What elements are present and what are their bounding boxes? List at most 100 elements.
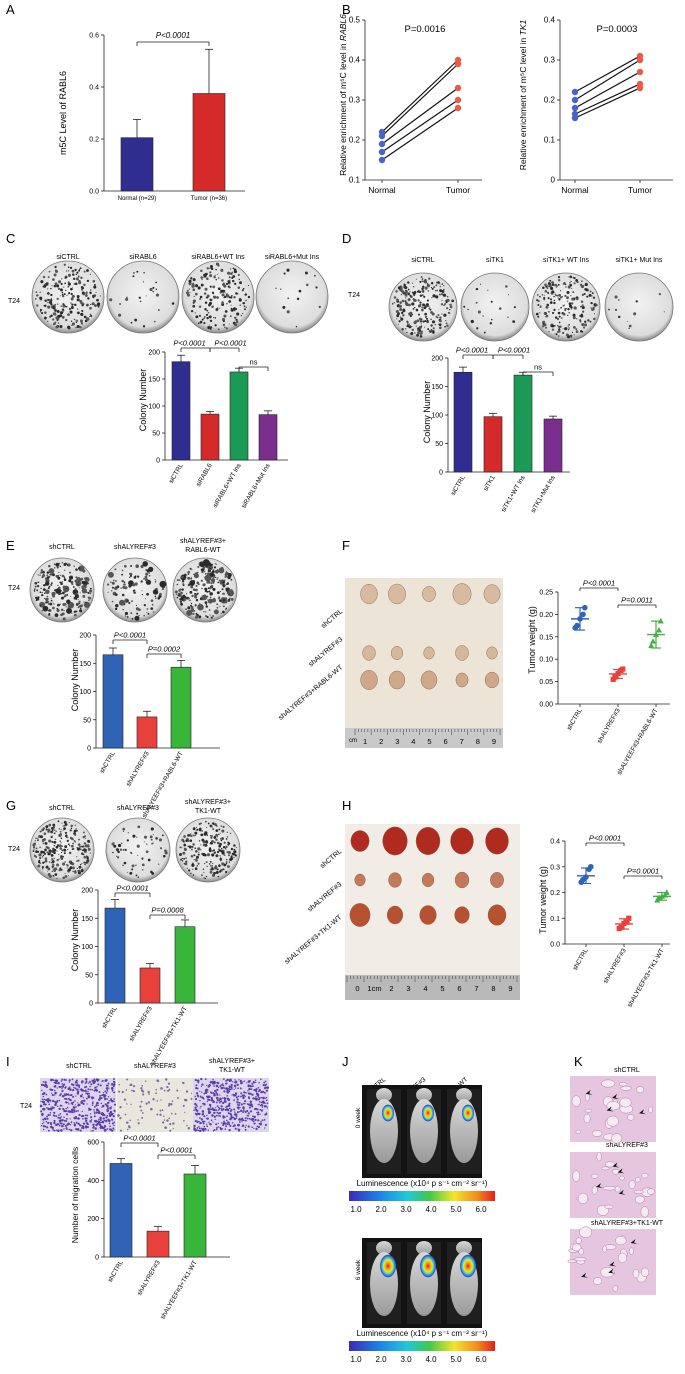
panel-i-cell [260,1096,263,1099]
panel-f-point [648,642,655,649]
panel-i-cell [66,1113,69,1116]
panel-f-ruler-label: 1 [363,737,367,746]
panel-i-cell [257,1126,261,1129]
panel-c-colony [74,303,77,306]
panel-g-colony [193,854,196,857]
panel-i-cell [255,1127,258,1131]
panel-i-cell [210,1119,213,1122]
panel-i-cell [214,1092,216,1095]
panel-g-colony [50,830,53,834]
panel-i-cell [240,1095,242,1098]
panel-i-cell [46,1100,49,1103]
panel-j-lum-label-2: Luminescence (x10⁴ p s⁻¹ cm⁻² sr⁻¹) [357,1329,488,1338]
panel-e-colony [208,582,210,584]
panel-i-cell [219,1084,222,1087]
panel-c-colony [61,291,64,294]
panel-e-colony [180,602,183,606]
panel-c-colony [54,265,57,269]
panel-i-cell [228,1102,231,1105]
panel-i-cell [88,1108,92,1111]
panel-i-cell [260,1103,263,1106]
panel-i-cell [82,1099,84,1102]
panel-i-cell [61,1124,64,1128]
panel-e-colony [146,608,149,610]
panel-e-colony [46,574,49,577]
panel-i-cell [111,1118,114,1121]
panel-g-colony [215,829,219,832]
panel-h-tumor [450,827,474,855]
panel-c-colony [239,281,242,285]
panel-d-colony [584,320,587,323]
panel-i-sig-label: P<0.0001 [123,1134,155,1143]
panel-e-colony [59,592,62,595]
panel-g-colony [64,875,68,878]
panel-d-colony [441,313,443,315]
panel-c-colony [62,303,65,306]
panel-d-colony [572,316,576,320]
panel-f-ruler-label: 2 [379,737,383,746]
panel-e-colony [201,597,205,601]
panel-i-cell [82,1097,84,1099]
panel-e-colony [45,601,48,604]
panel-i-cell [90,1119,93,1121]
panel-i-sig-label: P<0.0001 [160,1146,192,1155]
panel-i-cell [68,1081,70,1083]
panel-e-colony [191,594,194,598]
panel-e-colony [209,567,212,570]
panel-c-colony [223,295,227,299]
panel-d-colony [400,287,403,290]
panel-i-cell [194,1106,197,1109]
panel-i-cell [139,1105,142,1108]
panel-g-ylabel: Colony Number [70,909,80,972]
panel-d-colony [591,308,594,311]
panel-k-alveolus [641,1172,649,1179]
panel-i-cell [124,1113,127,1116]
panel-g-colony [149,835,153,839]
panel-e-colony [75,568,78,571]
panel-e-colony [216,612,219,614]
panel-c-colony [35,298,37,300]
panel-g-colony [226,831,228,833]
panel-e-colony [195,598,199,602]
panel-k-alveolus [611,1133,623,1144]
panel-d-colony [422,291,425,293]
panel-c-colony [134,318,138,322]
panel-g-colony [158,838,163,842]
panel-e-colony [175,593,178,596]
panel-c-colony [275,287,277,289]
panel-i-cell [184,1111,186,1113]
panel-i-cell [240,1087,242,1090]
panel-e-colony [60,582,63,586]
panel-h-row-label-3: shALYREF#3+TK1-WT [284,914,344,966]
panel-c-colony [44,299,47,302]
panel-d-colony [424,280,428,284]
panel-c-colony [75,326,77,329]
panel-i-ytick-label: 200 [87,1216,99,1223]
panel-g-colony [70,837,73,840]
panel-e-colony [132,583,136,587]
panel-e-colony [177,579,180,581]
panel-j-scale-label: 4.0 [425,1205,437,1214]
panel-e-colony [131,600,133,603]
panel-c-colony [189,292,191,294]
panel-i-cell [100,1097,103,1100]
panel-c-colony [222,289,226,293]
panel-g-colony [213,871,216,875]
panel-i-cell [74,1080,78,1084]
panel-i-cell [234,1087,237,1089]
panel-g-colony [190,834,193,838]
panel-d-colony [408,303,411,307]
panel-g-colony [225,862,228,865]
panel-i-cell [98,1091,101,1093]
panel-e-colony [218,579,221,582]
panel-g-colony [214,823,217,826]
panel-i-cell [67,1101,69,1104]
panel-g-colony [76,856,78,858]
panel-c-colony [200,276,203,279]
panel-g-colony [181,860,184,862]
panel-c-colony [60,295,62,297]
panel-g-colony [219,832,221,834]
panel-c-colony [282,305,286,309]
panel-g-colony [196,828,199,831]
panel-c-colony [287,297,290,300]
